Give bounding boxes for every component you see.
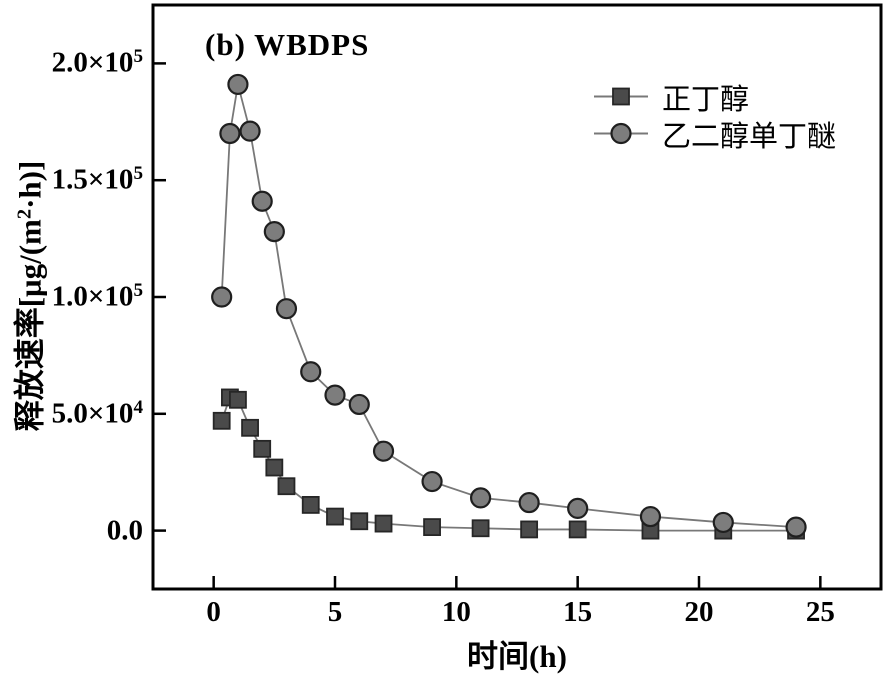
data-point-marker [372, 440, 395, 462]
data-point-marker [253, 439, 272, 458]
data-point-marker [241, 418, 259, 437]
data-point-marker [470, 487, 492, 509]
data-point-marker [567, 497, 589, 520]
x-tick-label: 0 [206, 596, 221, 628]
x-tick-label: 10 [441, 596, 471, 628]
data-point-marker [518, 491, 540, 514]
data-point-marker [211, 286, 233, 308]
chart-title: (b) WBDPS [205, 27, 370, 62]
data-point-marker [350, 512, 369, 531]
y-tick-label: 5.0×104 [51, 396, 143, 430]
data-point-marker [471, 519, 490, 538]
data-point-marker [212, 411, 231, 430]
y-tick-label: 0.0 [106, 514, 143, 547]
data-point-marker [324, 384, 346, 406]
data-point-marker [639, 505, 662, 528]
data-point-marker [301, 496, 320, 514]
data-point-marker [277, 477, 296, 496]
data-point-marker [423, 518, 441, 536]
x-tick-label: 25 [805, 596, 835, 628]
x-tick-label: 15 [563, 596, 593, 628]
legend-label: 正丁醇 [662, 83, 750, 116]
data-point-marker [568, 520, 587, 539]
data-point-marker [275, 298, 298, 320]
data-point-marker [612, 87, 630, 106]
data-point-marker [239, 120, 261, 142]
plot-frame [151, 3, 883, 591]
data-point-marker [265, 458, 284, 477]
data-point-marker [219, 122, 241, 145]
data-point-marker [229, 390, 247, 409]
x-tick-label: 5 [327, 596, 343, 628]
legend-item-nbutanol: 正丁醇 [592, 78, 836, 116]
legend-item-egbe: 乙二醇单丁醚 [592, 115, 837, 153]
data-point-marker [785, 516, 807, 538]
data-point-marker [348, 393, 370, 416]
data-point-marker [520, 520, 539, 539]
data-point-marker [251, 190, 273, 212]
data-point-marker [421, 470, 443, 493]
x-axis-title: 时间(h) [467, 639, 567, 674]
data-point-marker [263, 220, 285, 243]
x-tick-label: 20 [684, 596, 714, 628]
legend-label: 乙二醇单丁醚 [662, 120, 837, 153]
data-point-marker [300, 361, 322, 383]
y-tick-label: 2.0×105 [51, 46, 143, 79]
legend: 正丁醇 乙二醇单丁醚 [592, 78, 837, 153]
data-point-marker [227, 73, 249, 96]
data-point-marker [326, 507, 344, 526]
data-point-marker [374, 514, 393, 533]
y-tick-label: 1.0×105 [51, 279, 143, 313]
data-point-marker [712, 511, 734, 534]
circle-marker-icon [594, 122, 648, 145]
y-tick-label: 1.5×105 [51, 163, 143, 196]
data-point-marker [610, 122, 632, 145]
square-marker-icon [594, 87, 648, 106]
